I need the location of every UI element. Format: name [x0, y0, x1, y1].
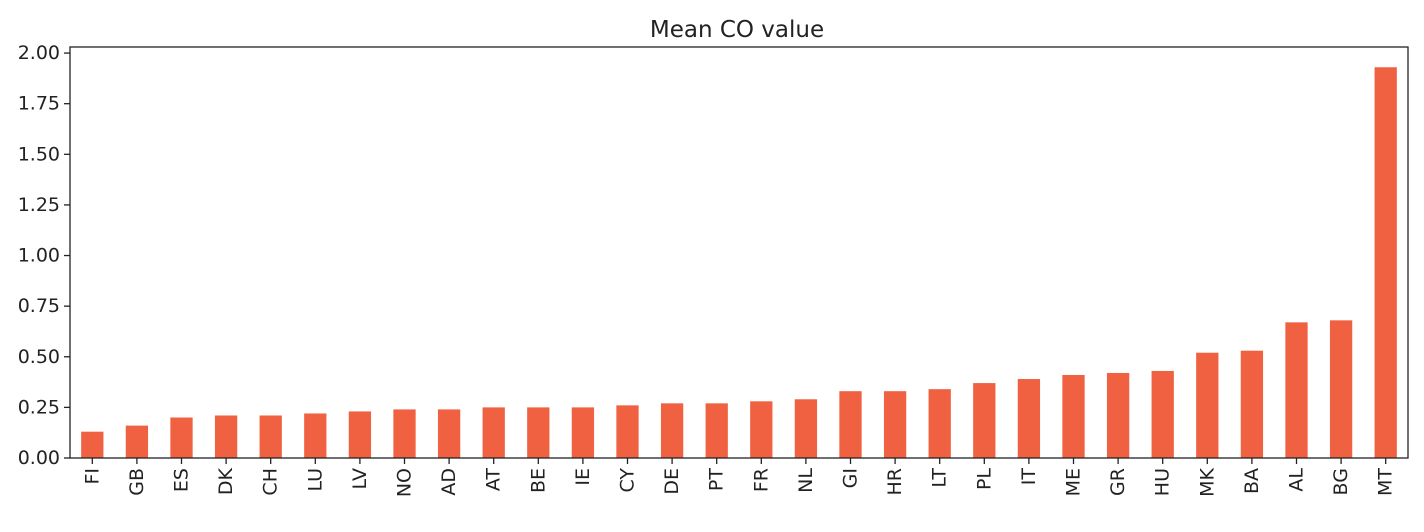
- x-tick-label: NO: [394, 468, 416, 497]
- bar-dk: [214, 415, 238, 458]
- chart-title: Mean CO value: [650, 17, 824, 43]
- bar-al: [1285, 322, 1308, 458]
- bar-lu: [304, 413, 327, 458]
- bar-ad: [437, 409, 461, 458]
- x-tick-label: HR: [884, 468, 906, 496]
- bar-be: [527, 407, 550, 458]
- x-tick-label: ES: [171, 468, 193, 492]
- x-axis: FI GB ES DK CH LU LV NO AD AT BE IE CY DE PT FR NL GI HR LT…: [81, 458, 1397, 497]
- x-tick-label: HU: [1152, 468, 1174, 496]
- x-tick-label: BG: [1330, 468, 1352, 495]
- bar-me: [1062, 374, 1085, 458]
- x-tick-label: GB: [126, 468, 148, 496]
- bar-fr: [750, 401, 773, 458]
- x-tick-label: GI: [840, 468, 862, 488]
- bar-nl: [794, 399, 818, 458]
- x-tick-label: CH: [260, 468, 282, 496]
- x-tick-label: LT: [929, 468, 951, 488]
- x-tick-label: AL: [1286, 468, 1308, 492]
- x-tick-label: DK: [215, 467, 237, 495]
- y-tick-label: 0.75: [18, 295, 60, 317]
- x-tick-label: LU: [304, 468, 326, 492]
- x-tick-label: CY: [617, 468, 639, 493]
- bar-pt: [705, 403, 728, 458]
- x-tick-label: IE: [572, 468, 594, 486]
- x-tick-label: ME: [1063, 468, 1085, 496]
- bar-at: [482, 407, 505, 458]
- y-tick-label: 1.00: [18, 245, 60, 267]
- bar-no: [393, 409, 416, 458]
- x-tick-label: AT: [483, 468, 505, 492]
- x-tick-label: PL: [973, 468, 995, 490]
- y-tick-label: 1.25: [18, 194, 60, 216]
- bar-hu: [1151, 370, 1174, 458]
- x-tick-label: FI: [81, 468, 103, 485]
- bar-pl: [973, 383, 996, 458]
- bar-es: [170, 417, 193, 458]
- x-tick-label: FR: [750, 468, 772, 492]
- x-tick-label: BA: [1241, 468, 1263, 494]
- y-tick-label: 1.75: [18, 93, 60, 115]
- x-tick-label: AD: [438, 468, 460, 496]
- bar-cy: [616, 405, 639, 458]
- bar-de: [660, 403, 684, 458]
- bar-lv: [348, 411, 372, 458]
- bar-it: [1017, 379, 1041, 458]
- bar-gr: [1106, 372, 1130, 458]
- bar-ie: [571, 407, 595, 458]
- bar-mk: [1196, 352, 1219, 458]
- x-tick-label: MK: [1196, 467, 1218, 496]
- x-tick-label: BE: [527, 468, 549, 493]
- x-tick-label: GR: [1107, 468, 1129, 496]
- x-tick-label: NL: [795, 468, 817, 493]
- bar-lt: [928, 389, 951, 458]
- y-tick-label: 0.25: [18, 396, 60, 418]
- x-tick-label: IT: [1018, 468, 1040, 486]
- x-tick-label: PT: [706, 468, 728, 491]
- bar-gi: [839, 391, 862, 458]
- bar-fi: [81, 431, 104, 458]
- bars-group: [81, 67, 1397, 458]
- x-tick-label: MT: [1375, 468, 1397, 496]
- bar-hr: [883, 391, 907, 458]
- y-tick-label: 2.00: [18, 42, 60, 64]
- bar-mt: [1374, 67, 1397, 458]
- bar-gb: [125, 425, 149, 458]
- y-tick-label: 0.50: [18, 346, 60, 368]
- bar-ba: [1240, 350, 1264, 458]
- y-tick-label: 1.50: [18, 143, 60, 165]
- x-tick-label: LV: [349, 468, 371, 490]
- bar-ch: [259, 415, 282, 458]
- y-axis: 0.00 0.25 0.50 0.75 1.00 1.25 1.50 1.75 2.00: [18, 42, 70, 469]
- plot-frame: [69, 46, 1409, 459]
- y-tick-label: 0.00: [18, 447, 60, 469]
- bar-bg: [1329, 320, 1353, 458]
- x-tick-label: DE: [661, 468, 683, 495]
